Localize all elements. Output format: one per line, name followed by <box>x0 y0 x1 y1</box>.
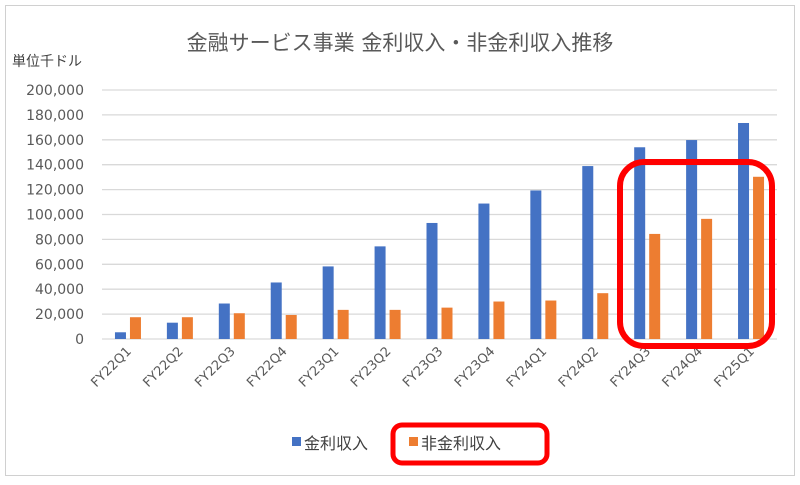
legend-swatch <box>409 437 418 446</box>
y-tick-label: 180,000 <box>26 108 84 124</box>
y-tick-label: 160,000 <box>26 133 84 149</box>
bar-non-interest-fy22q4 <box>285 314 297 339</box>
y-tick-label: 80,000 <box>35 232 84 248</box>
y-tick-label: 40,000 <box>35 282 84 298</box>
bar-non-interest-fy24q3 <box>649 233 661 339</box>
bar-interest-fy24q2 <box>582 166 594 339</box>
bar-non-interest-fy22q2 <box>181 317 193 339</box>
y-axis-unit-label: 単位千ドル <box>12 54 82 70</box>
bar-interest-fy24q4 <box>686 140 698 339</box>
bar-interest-fy23q3 <box>426 222 438 339</box>
bar-non-interest-fy23q1 <box>337 309 349 339</box>
y-tick-label: 0 <box>75 332 84 348</box>
bar-non-interest-fy22q3 <box>233 313 245 339</box>
bar-non-interest-fy24q4 <box>701 218 713 339</box>
bar-interest-fy22q2 <box>166 322 178 339</box>
bar-interest-fy23q4 <box>478 203 490 339</box>
legend-swatch <box>292 437 301 446</box>
bar-interest-fy24q1 <box>530 190 542 339</box>
y-tick-label: 200,000 <box>26 83 84 99</box>
legend-label: 非金利収入 <box>421 434 501 453</box>
y-tick-label: 120,000 <box>26 183 84 199</box>
bar-interest-fy23q2 <box>374 246 386 339</box>
bar-non-interest-fy22q1 <box>129 317 141 339</box>
bar-interest-fy22q4 <box>270 282 282 339</box>
bar-non-interest-fy24q2 <box>597 293 609 339</box>
bar-non-interest-fy23q2 <box>389 309 401 339</box>
bar-non-interest-fy23q3 <box>441 307 453 339</box>
y-tick-label: 100,000 <box>26 208 84 224</box>
y-tick-label: 20,000 <box>35 307 84 323</box>
bar-interest-fy22q1 <box>114 332 126 339</box>
bar-non-interest-fy24q1 <box>545 300 557 339</box>
chart-border <box>5 5 795 476</box>
legend-label: 金利収入 <box>304 434 368 453</box>
y-tick-label: 60,000 <box>35 257 84 273</box>
bar-interest-fy24q3 <box>634 147 646 339</box>
bar-interest-fy22q3 <box>218 303 230 339</box>
bar-non-interest-fy25q1 <box>753 176 765 339</box>
bar-non-interest-fy23q4 <box>493 301 505 339</box>
highlight-box-recent-quarters <box>617 159 775 349</box>
chart-title: 金融サービス事業 金利収入・非金利収入推移 <box>187 31 614 55</box>
y-tick-label: 140,000 <box>26 158 84 174</box>
bar-interest-fy25q1 <box>738 122 750 340</box>
highlight-box-legend <box>390 422 550 466</box>
bar-interest-fy23q1 <box>322 266 334 339</box>
